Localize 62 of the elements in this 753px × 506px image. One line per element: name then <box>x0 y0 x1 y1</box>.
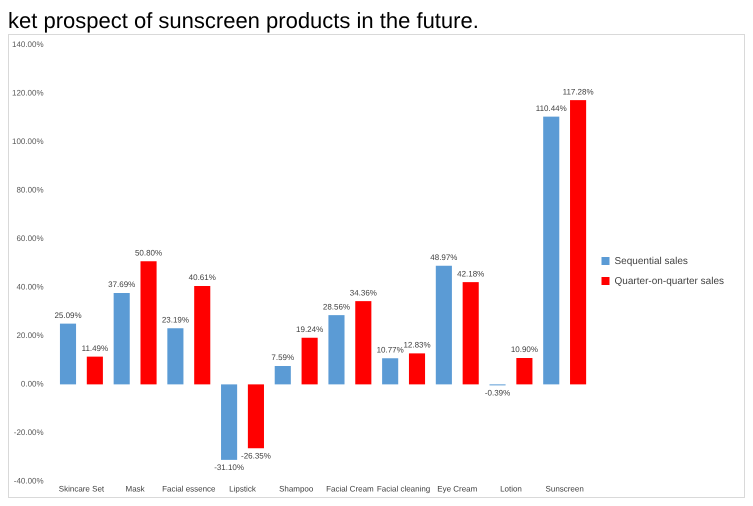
data-label: -26.35% <box>241 452 271 461</box>
bar <box>408 353 426 384</box>
bar <box>140 261 157 384</box>
data-label: 25.09% <box>54 310 82 320</box>
bar <box>543 116 560 384</box>
data-label: 11.49% <box>82 344 108 353</box>
bar <box>167 328 184 384</box>
bar <box>570 100 586 384</box>
bar <box>274 366 291 384</box>
x-tick-label: Facial cleaning <box>376 484 430 494</box>
data-label: 28.56% <box>322 302 350 312</box>
x-tick-label: Sunscreen <box>546 484 584 494</box>
x-tick-label: Lipstick <box>229 484 257 494</box>
bar <box>114 293 130 384</box>
data-label: 42.18% <box>457 269 484 278</box>
y-tick-label: 0.00% <box>20 380 44 389</box>
data-label: 12.83% <box>403 340 431 350</box>
y-tick-label: 80.00% <box>16 186 44 195</box>
data-label: 40.61% <box>188 273 216 282</box>
x-tick-label: Mask <box>126 484 146 494</box>
bar <box>382 358 398 384</box>
bar <box>194 286 210 384</box>
bar <box>221 384 238 460</box>
x-tick-label: Shampoo <box>279 484 314 494</box>
data-label: 34.36% <box>350 288 377 298</box>
bar <box>328 315 345 384</box>
data-label: 48.97% <box>430 252 458 262</box>
y-tick-label: 60.00% <box>16 234 44 244</box>
data-label: 37.69% <box>108 280 136 290</box>
data-label: 10.90% <box>510 345 538 354</box>
bar <box>462 282 479 384</box>
chart-title: ket prospect of sunscreen products in the future. <box>8 8 480 34</box>
x-tick-label: Lotion <box>500 484 522 494</box>
bar <box>436 266 452 384</box>
bar <box>355 301 372 384</box>
y-tick-label: -20.00% <box>14 428 44 438</box>
y-tick-label: 20.00% <box>16 331 44 340</box>
data-label: 23.19% <box>162 315 189 324</box>
bar <box>302 338 318 384</box>
data-label: -31.10% <box>214 463 244 472</box>
data-label: 19.24% <box>296 324 324 334</box>
bar <box>248 384 264 448</box>
bar <box>86 356 103 384</box>
y-tick-label: -40.00% <box>14 476 44 486</box>
bar <box>60 324 76 384</box>
y-tick-label: 140.00% <box>12 40 44 50</box>
x-tick-label: Facial Cream <box>326 484 374 494</box>
x-tick-label: Skincare Set <box>58 484 105 494</box>
data-label: -0.39% <box>484 388 510 398</box>
legend-label: Quarter-on-quarter sales <box>614 276 724 287</box>
data-label: 50.80% <box>134 248 162 258</box>
legend-label: Sequential sales <box>614 256 688 267</box>
data-label: 110.44% <box>536 104 567 113</box>
x-tick-label: Eye Cream <box>437 484 478 494</box>
bar <box>516 358 532 384</box>
data-label: 10.77% <box>376 346 404 355</box>
y-tick-label: 120.00% <box>12 88 44 98</box>
data-label: 117.28% <box>562 87 594 96</box>
y-tick-label: 100.00% <box>12 137 44 146</box>
x-tick-label: Facial essence <box>162 484 216 494</box>
y-tick-label: 40.00% <box>16 282 44 292</box>
data-label: 7.59% <box>271 353 294 362</box>
